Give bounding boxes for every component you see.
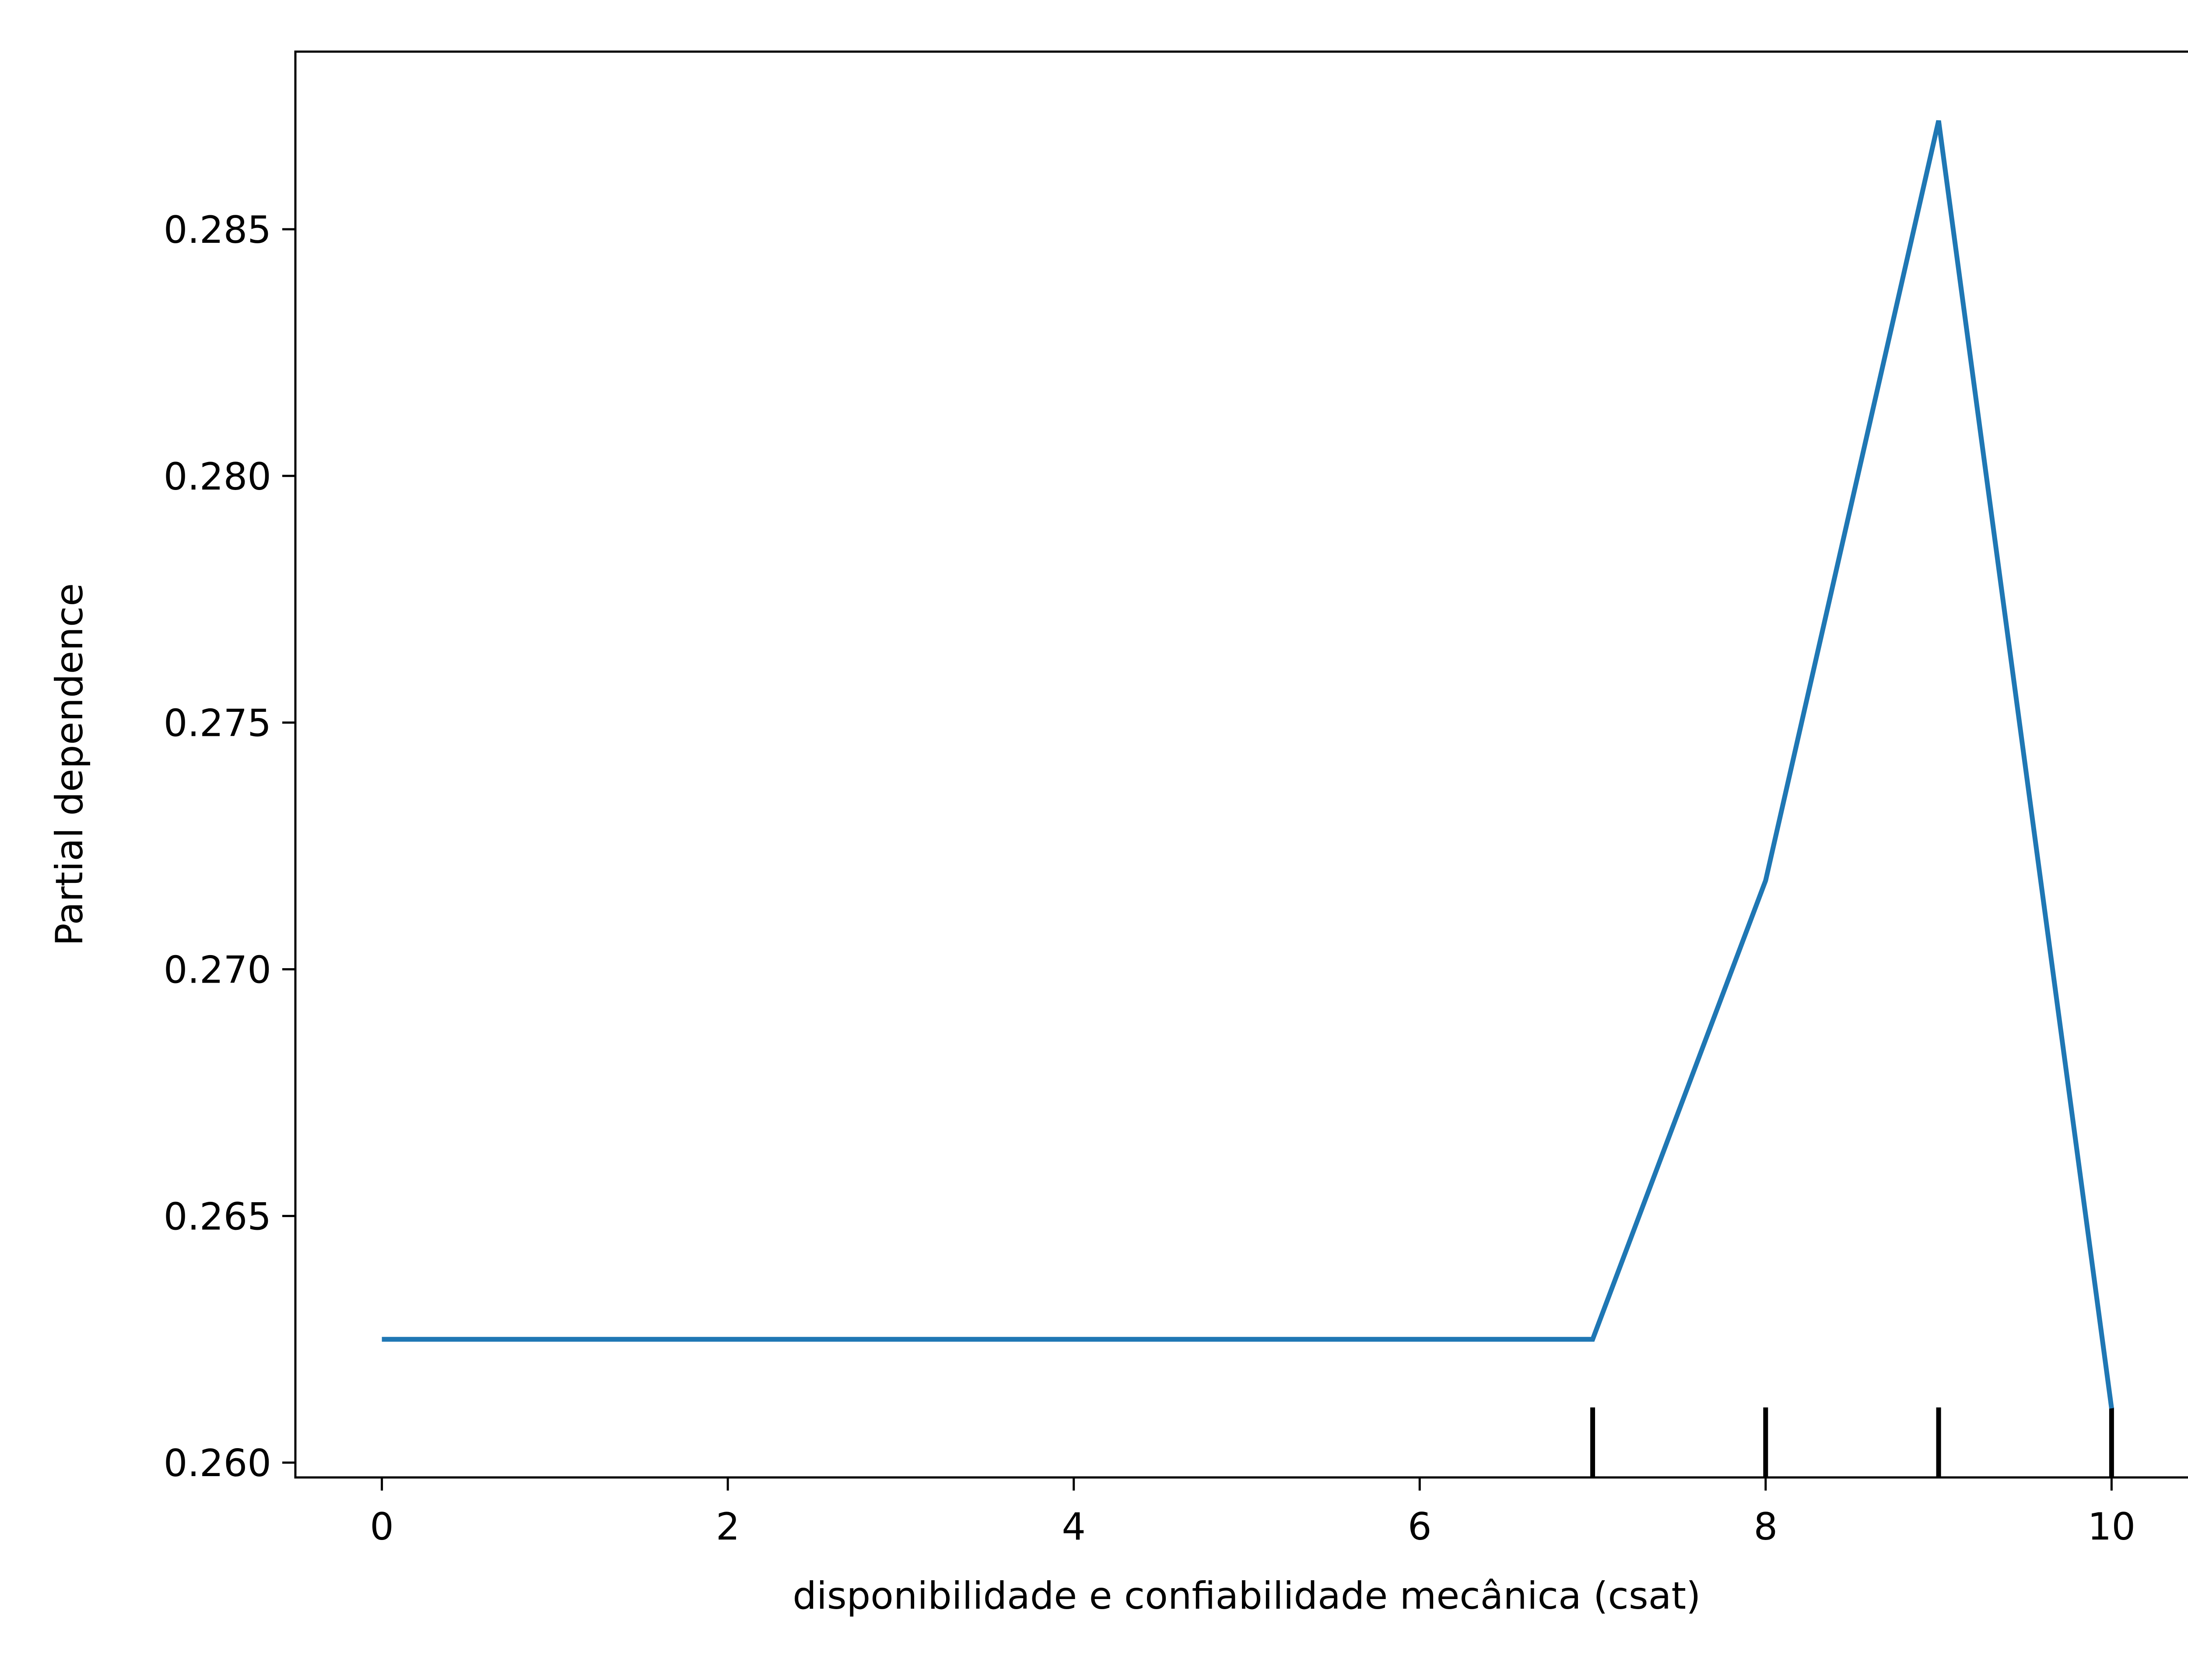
x-axis-label: disponibilidade e confiabilidade mecânic… <box>792 1574 1701 1618</box>
y-tick-label: 0.275 <box>164 702 271 746</box>
y-tick-label: 0.260 <box>164 1442 271 1485</box>
x-tick-label: 0 <box>370 1505 394 1549</box>
rug-marks <box>1590 1407 2114 1477</box>
y-tick-label: 0.270 <box>164 948 271 992</box>
x-tick-label: 2 <box>716 1505 740 1549</box>
x-axis-ticks: 0 2 4 6 8 10 <box>370 1477 2135 1549</box>
x-tick-label: 10 <box>2088 1505 2135 1549</box>
y-tick-label: 0.280 <box>164 455 271 499</box>
y-tick-label: 0.285 <box>164 208 271 252</box>
data-point <box>1765 880 1766 881</box>
x-tick-label: 8 <box>1753 1505 1778 1549</box>
data-point <box>2111 1408 2112 1409</box>
y-axis-label: Partial dependence <box>48 583 91 946</box>
plot-area-frame <box>294 50 2188 1479</box>
series-layer <box>382 120 2114 1409</box>
y-tick-label: 0.265 <box>164 1195 271 1239</box>
y-axis-ticks: 0.260 0.265 0.270 0.275 0.280 0.285 <box>164 208 295 1485</box>
data-point <box>1592 1339 1593 1340</box>
x-tick-label: 4 <box>1062 1505 1086 1549</box>
x-tick-label: 6 <box>1408 1505 1432 1549</box>
partial-dependence-line <box>382 120 2114 1409</box>
